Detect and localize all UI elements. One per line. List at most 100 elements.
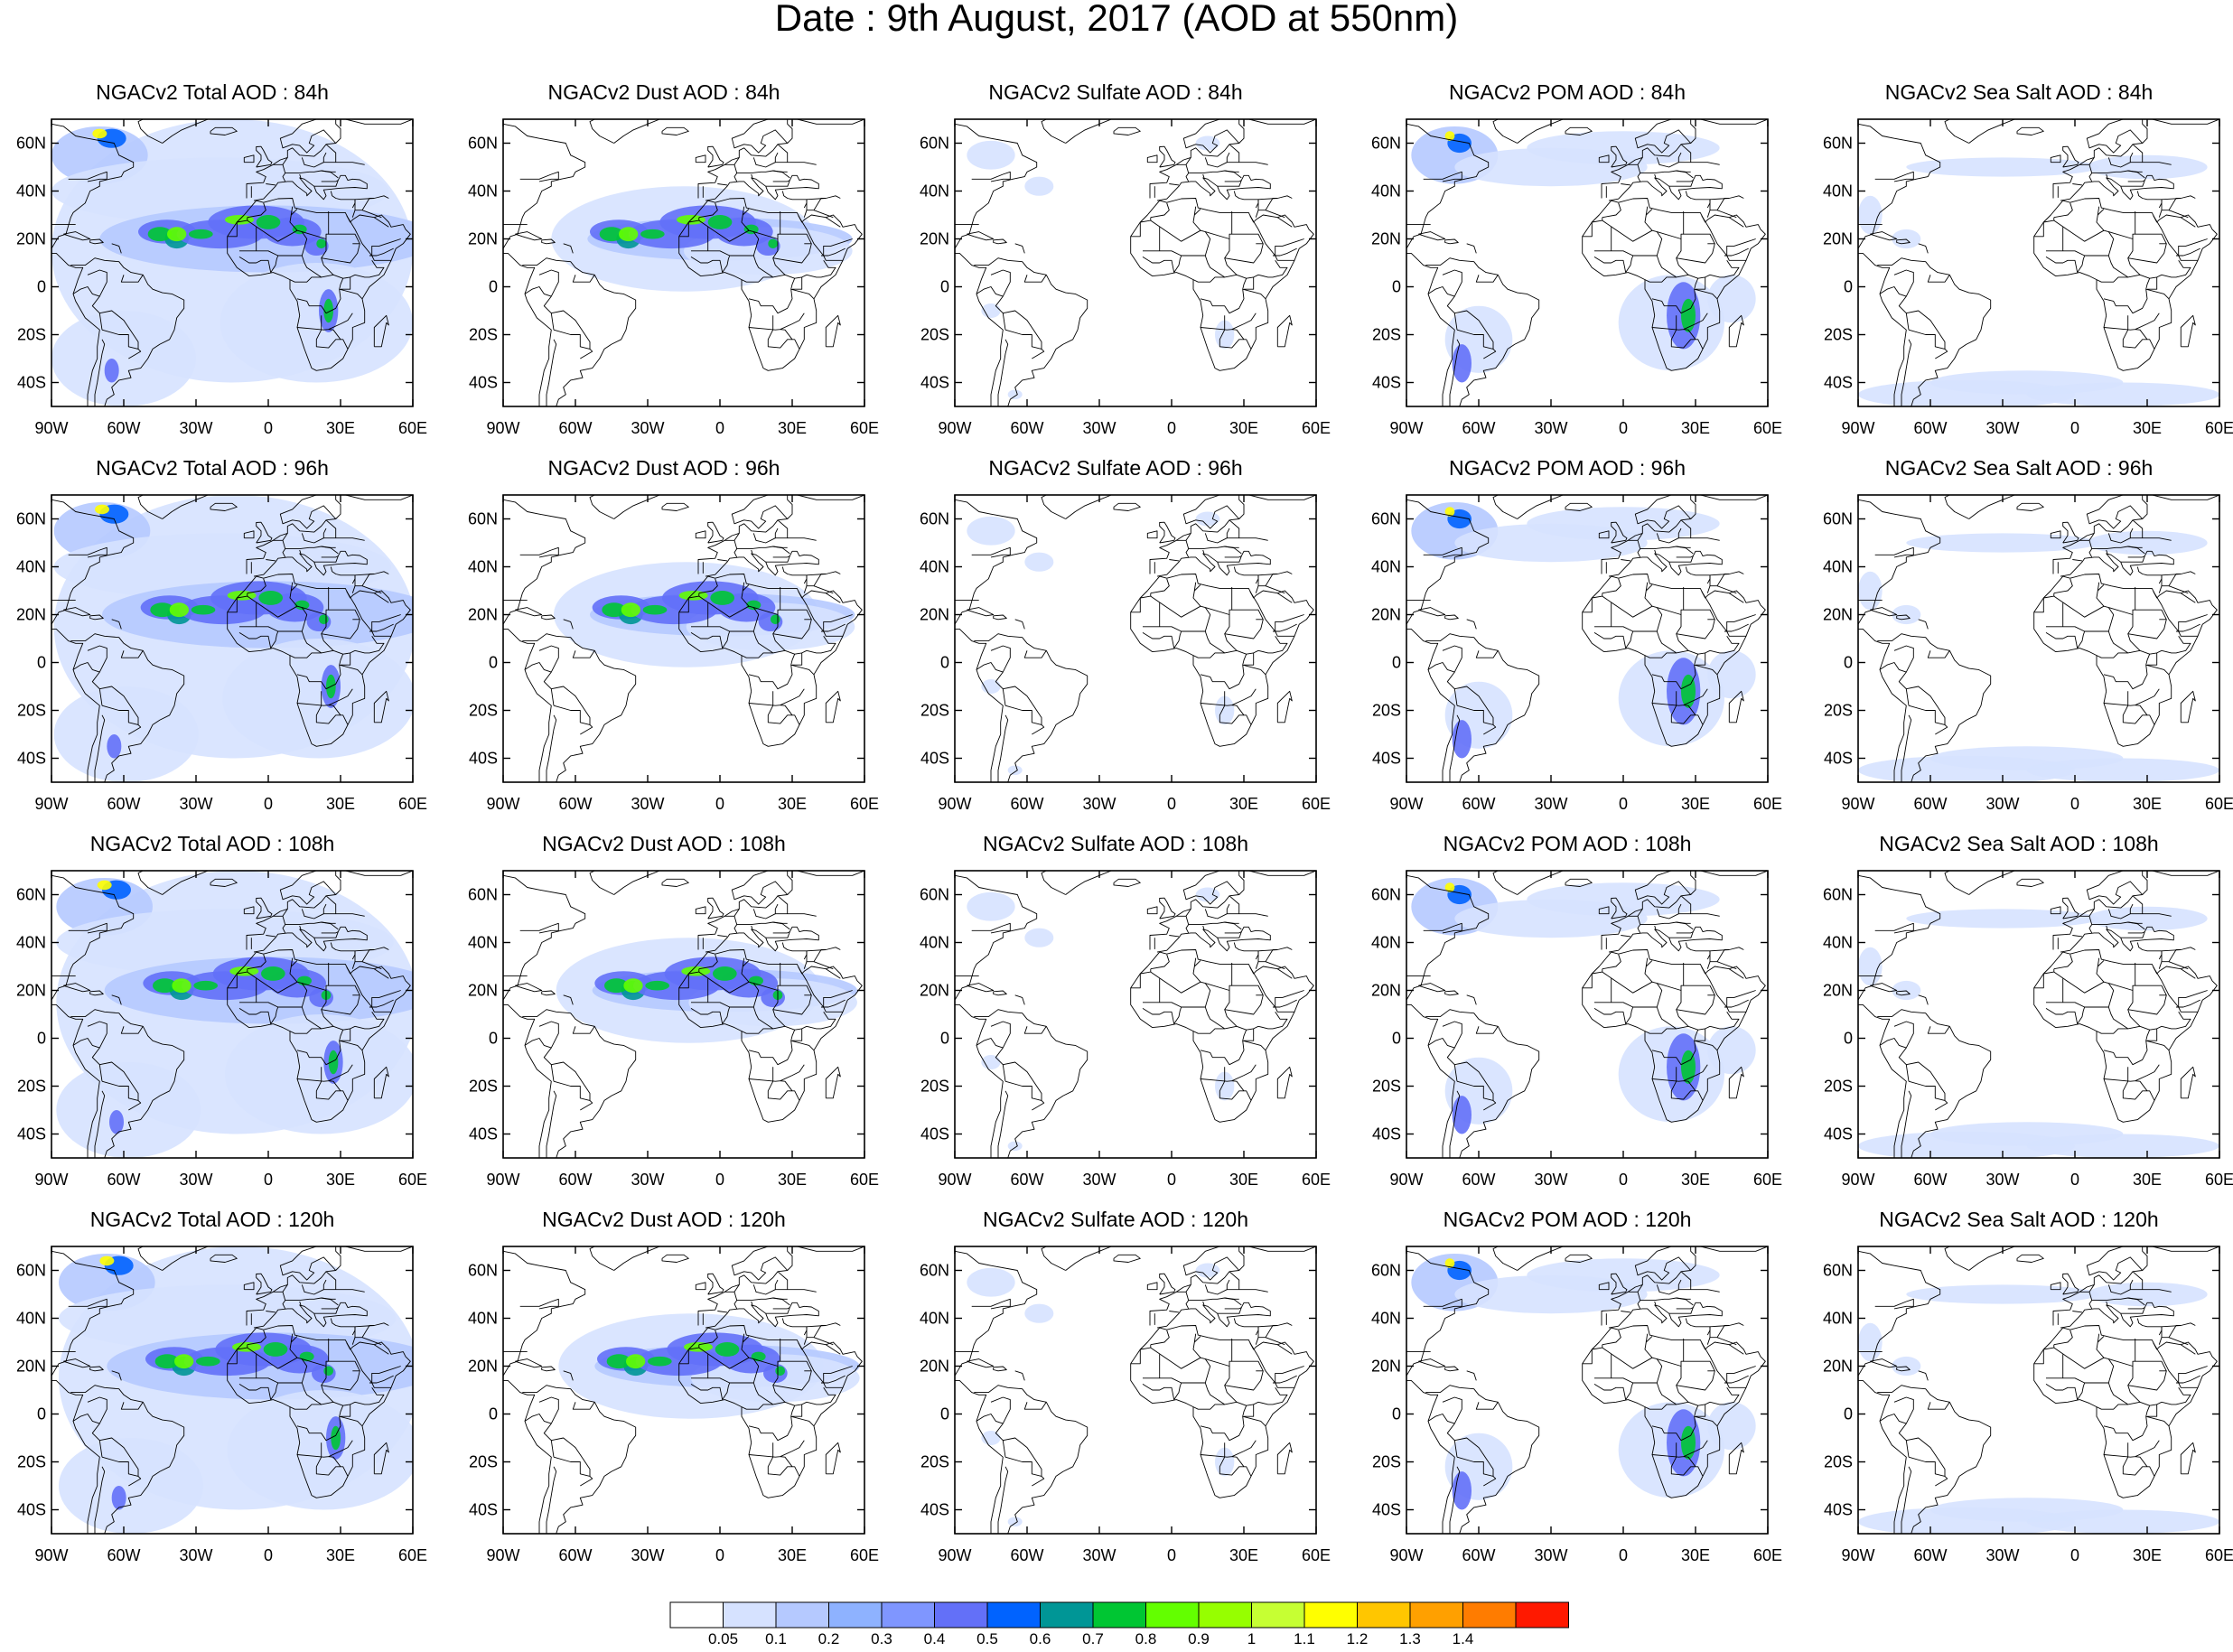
colorbar-swatch [1198,1601,1252,1629]
aerosol-plume [1024,552,1054,572]
aerosol-plume [707,215,733,229]
x-tick-label: 60W [558,1546,592,1564]
y-tick-label: 40N [468,182,498,201]
aerosol-plume [623,978,643,994]
panel-title: NGACv2 Total AOD : 120h [89,1208,335,1231]
y-tick-label: 40N [16,558,46,576]
x-tick-label: 60W [1010,419,1043,437]
aerosol-plume [196,1356,220,1367]
y-tick-label: 20N [920,606,949,624]
y-tick-label: 0 [489,1405,498,1423]
x-tick-label: 0 [715,1171,724,1189]
x-tick-label: 30W [1534,795,1567,813]
coastlines [51,495,413,782]
map-panel-pom-84h: NGACv2 POM AOD : 84h 90W 60W 30W 0 30E 60E 60N 4… [1369,79,1782,459]
map-panel-sulfate-120h: NGACv2 Sulfate AOD : 120h 90W 60W 30W 0 30E 60… [917,1207,1331,1586]
x-tick-label: 0 [1619,419,1628,437]
y-tick-label: 40N [1371,182,1401,201]
colorbar-label: 1.4 [1453,1630,1474,1646]
y-tick-label: 20S [17,1078,46,1096]
colorbar-swatch [1040,1601,1094,1629]
y-tick-label: 20N [16,1358,46,1376]
panel-title: NGACv2 Sulfate AOD : 108h [982,832,1249,855]
aerosol-plume [1444,507,1455,517]
aerosol-plume [1007,765,1023,776]
map-panel-pom-96h: NGACv2 POM AOD : 96h 90W 60W 30W 0 30E 60E 60N 4… [1369,455,1782,835]
x-tick-label: 30E [2133,1171,2162,1189]
x-tick-label: 60W [1913,419,1947,437]
y-tick-label: 20S [469,1453,498,1471]
aerosol-plume [1007,1517,1023,1527]
y-tick-label: 20S [920,1453,949,1471]
aerosol-plume [1707,1026,1756,1075]
map-plot: 90W 60W 30W 0 30E 60E 60N 40N 20N 0 20S 40S [920,494,1331,813]
y-tick-label: 0 [37,278,46,296]
aerosol-plume [189,229,213,239]
x-tick-label: 90W [938,1546,971,1564]
aerosol-plume [323,298,333,323]
aerosol-plume [1906,1284,2099,1304]
colorbar-label: 0.7 [1082,1630,1104,1646]
x-tick-label: 60W [107,1171,140,1189]
map-plot: 90W 60W 30W 0 30E 60E 60N 40N 20N 0 20S 40S [920,870,1331,1189]
colorbar-swatch [669,1601,724,1629]
x-tick-label: 60W [1462,1546,1495,1564]
colorbar-swatch [986,1601,1041,1629]
y-tick-label: 40S [17,750,46,768]
y-tick-label: 60N [1371,135,1401,153]
y-tick-label: 60N [1823,135,1853,153]
aerosol-plume [1007,389,1023,400]
x-tick-label: 90W [1841,795,1874,813]
y-tick-label: 40N [920,558,949,576]
y-tick-label: 20N [16,230,46,248]
colorbar-label: 1.2 [1347,1630,1369,1646]
aerosol-plume [751,1351,766,1362]
y-tick-label: 60N [16,1262,46,1280]
y-tick-label: 20S [1824,702,1853,720]
aerosol-plume [2026,1134,2219,1158]
x-tick-label: 60W [1462,419,1495,437]
panel-title: NGACv2 POM AOD : 120h [1443,1208,1692,1231]
aerosol-plume [2087,154,2208,180]
x-tick-label: 90W [34,1546,68,1564]
aerosol-plume [1707,650,1756,699]
y-tick-label: 20S [1824,1453,1853,1471]
coastlines [1406,871,1768,1158]
x-tick-label: 30W [631,795,664,813]
map-plot: 90W 60W 30W 0 30E 60E 60N 40N 20N 0 20S 40S [468,118,879,437]
aerosol-plume [967,1267,1015,1297]
y-tick-label: 20S [1372,702,1401,720]
x-tick-label: 0 [715,795,724,813]
aerosol-plume [746,600,761,611]
y-tick-label: 40N [1823,1310,1853,1328]
y-tick-label: 20S [1824,326,1853,344]
map-plot: 90W 60W 30W 0 30E 60E 60N 40N 20N 0 20S 40S [468,870,879,1189]
y-tick-label: 0 [1844,1405,1853,1423]
x-tick-label: 0 [1167,1546,1176,1564]
x-tick-label: 0 [264,1546,273,1564]
y-tick-label: 40N [1823,182,1853,201]
aerosol-plume [602,602,626,618]
aerosol-plume [1527,131,1720,165]
panel-title: NGACv2 POM AOD : 108h [1443,832,1692,855]
map-plot: 90W 60W 30W 0 30E 60E 60N 40N 20N 0 20S 40S [920,1246,1331,1564]
y-tick-label: 60N [468,886,498,904]
x-tick-label: 60E [1302,419,1331,437]
panel-title: NGACv2 Total AOD : 108h [89,832,335,855]
aerosol-plume [713,966,737,981]
x-tick-label: 90W [1389,1171,1423,1189]
y-tick-label: 40N [16,182,46,201]
map-plot: 90W 60W 30W 0 30E 60E 60N 40N 20N 0 20S 40S [1371,870,1782,1189]
y-tick-label: 40N [468,558,498,576]
aerosol-plume [258,591,283,605]
aerosol-plume [619,227,639,242]
coastlines [955,871,1316,1158]
coastlines [955,119,1316,406]
plot-frame [954,118,1317,407]
aerosol-plume [294,600,310,611]
y-tick-label: 20N [1823,982,1853,1000]
aerosol-plume [648,1356,672,1367]
y-tick-label: 40S [469,1501,498,1519]
y-tick-label: 40S [469,374,498,392]
y-tick-label: 60N [1371,886,1401,904]
